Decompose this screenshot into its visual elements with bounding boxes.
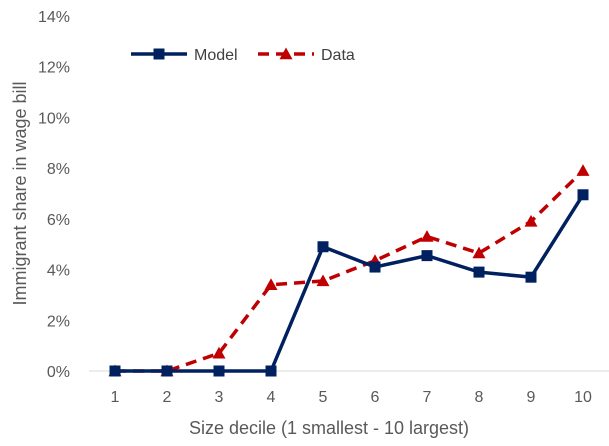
data-point-model [109, 365, 121, 377]
legend-item-model: Model [131, 47, 238, 64]
x-tick-label: 6 [371, 389, 380, 406]
y-tick-label: 10% [38, 110, 70, 127]
y-tick-label: 12% [38, 60, 70, 77]
y-tick-label: 8% [47, 161, 70, 178]
x-tick-label: 5 [319, 389, 328, 406]
x-tick-label: 3 [215, 389, 224, 406]
data-point-model [317, 241, 329, 253]
x-tick-label: 8 [475, 389, 484, 406]
legend-label-data: Data [321, 47, 355, 64]
legend-item-data: Data [258, 47, 355, 64]
data-point-data [264, 278, 278, 290]
series-model [109, 189, 589, 377]
legend-marker-model [153, 48, 165, 60]
y-tick-label: 14% [38, 9, 70, 26]
data-point-model [265, 365, 277, 377]
x-tick-label: 2 [163, 389, 172, 406]
y-axis-ticks: 0% 2% 4% 6% 8% 10% 12% 14% [38, 9, 70, 381]
y-tick-label: 4% [47, 263, 70, 280]
data-point-model [421, 250, 433, 262]
series-line-data [115, 169, 585, 373]
legend-marker-data [279, 47, 293, 60]
y-tick-label: 0% [47, 364, 70, 381]
data-point-model [213, 365, 225, 377]
data-point-model [525, 271, 537, 283]
legend: Model Data [131, 47, 355, 64]
data-point-data [524, 214, 538, 227]
x-tick-label: 1 [111, 389, 120, 406]
x-tick-label: 7 [423, 389, 432, 406]
data-point-model [161, 365, 173, 377]
y-tick-label: 2% [47, 313, 70, 330]
data-point-data [420, 230, 434, 242]
x-tick-label: 9 [527, 389, 536, 406]
data-point-data [316, 274, 330, 287]
data-point-model [577, 189, 589, 201]
series-line-model [115, 193, 585, 373]
data-point-data [472, 246, 486, 259]
series-group [108, 164, 590, 377]
series-data [108, 164, 590, 377]
legend-label-model: Model [194, 47, 238, 64]
data-point-data [576, 164, 590, 176]
data-point-data [212, 346, 226, 359]
data-point-model [473, 266, 485, 278]
y-axis-title: Immigrant share in wage bill [10, 81, 30, 305]
data-point-model [369, 261, 381, 273]
x-axis-ticks: 1 2 3 4 5 6 7 8 9 10 [111, 389, 592, 406]
x-axis-title: Size decile (1 smallest - 10 largest) [189, 418, 469, 438]
x-tick-label: 10 [574, 389, 592, 406]
y-tick-label: 6% [47, 212, 70, 229]
x-tick-label: 4 [267, 389, 276, 406]
